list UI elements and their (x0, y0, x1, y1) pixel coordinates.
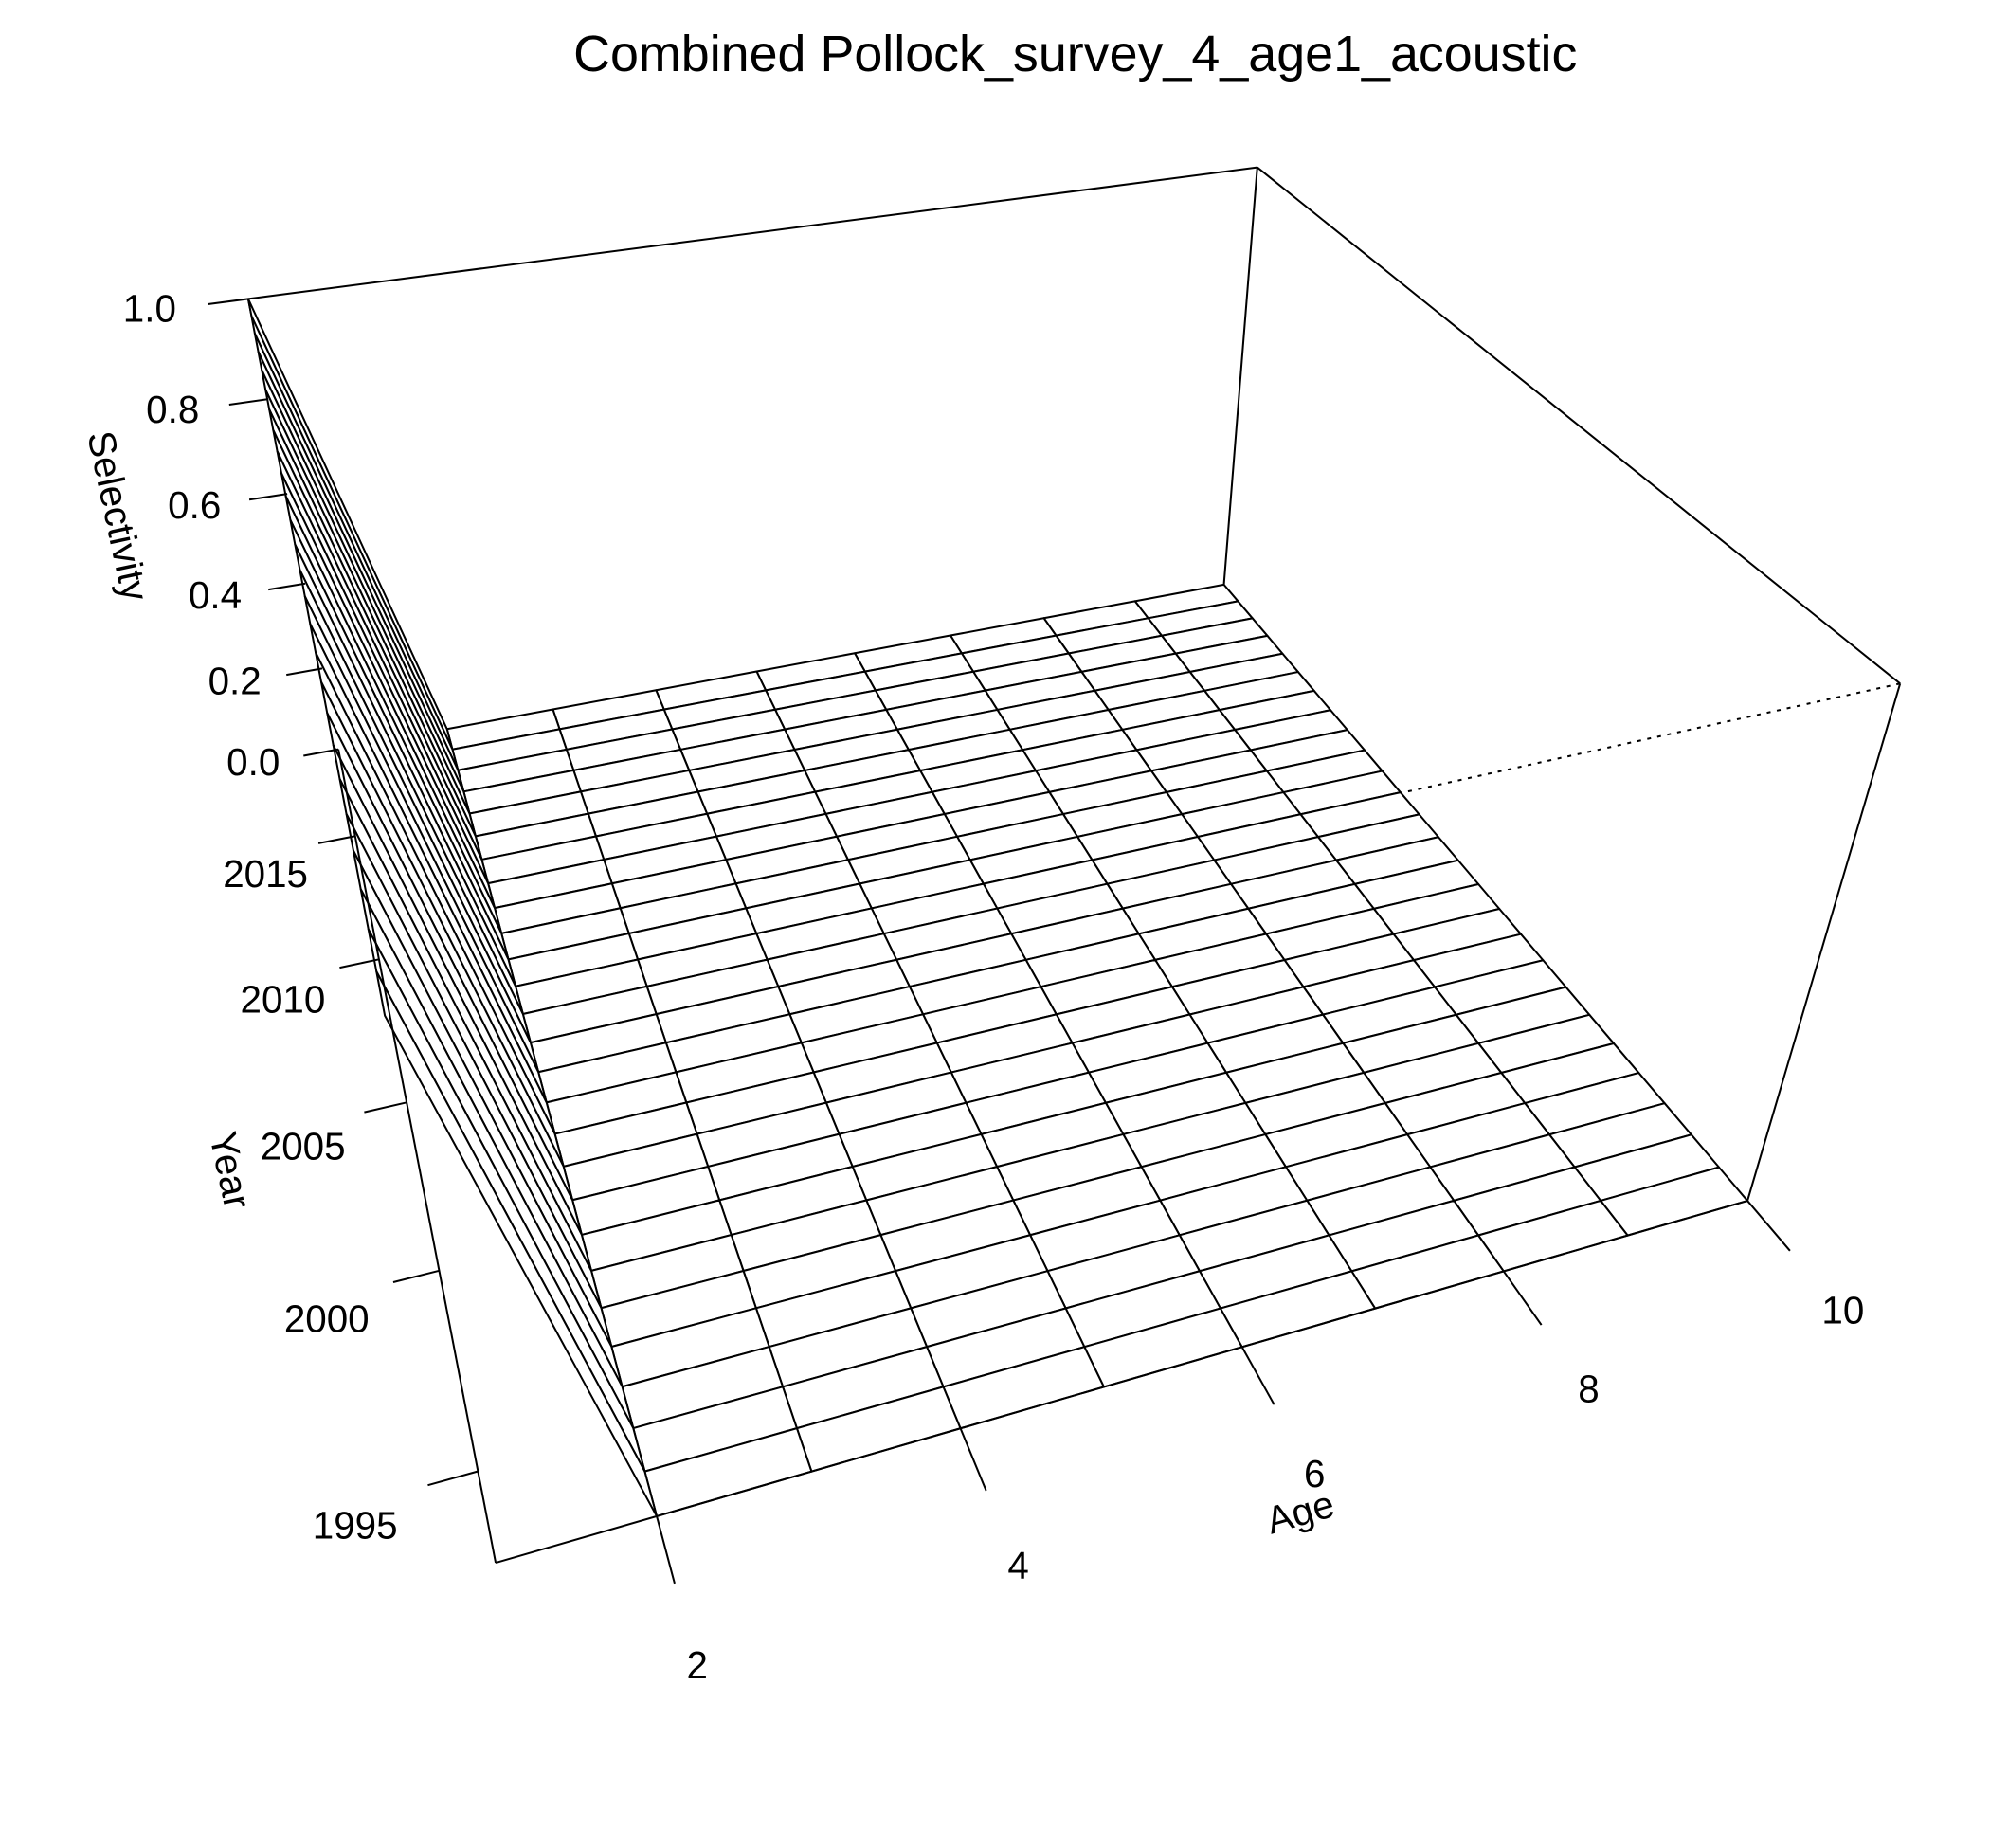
z-tick (228, 398, 269, 407)
z-tick-label: 1.0 (123, 287, 176, 331)
z-tick (248, 493, 288, 501)
y-tick-label: 2000 (284, 1297, 370, 1341)
y-tick (339, 958, 380, 969)
x-tick (1502, 1270, 1543, 1326)
y-tick-label: 2010 (241, 978, 326, 1022)
box-edge (337, 749, 498, 1564)
z-tick-label: 0.8 (146, 388, 199, 431)
z-tick-label: 0.4 (189, 573, 242, 617)
z-tick (208, 298, 249, 305)
box-edge (1222, 167, 1258, 585)
y-tick-label: 1995 (313, 1503, 398, 1547)
y-tick (317, 835, 355, 844)
x-tick (959, 1427, 987, 1492)
z-tick (268, 582, 306, 591)
z-tick (286, 667, 323, 677)
y-tick-label: 2005 (261, 1124, 346, 1168)
z-tick-label: 0.2 (208, 659, 262, 702)
x-tick (1746, 1200, 1791, 1252)
x-tick-label: 6 (1304, 1452, 1325, 1495)
y-tick (392, 1269, 440, 1284)
y-tick-label: 2015 (223, 852, 308, 896)
x-tick (656, 1515, 676, 1585)
y-tick (427, 1470, 479, 1487)
x-axis-title: Age (1261, 1482, 1339, 1543)
x-tick-label: 8 (1578, 1368, 1599, 1411)
x-tick-label: 2 (687, 1643, 708, 1687)
x-tick-label: 10 (1821, 1288, 1864, 1332)
chart-title: Combined Pollock_survey_4_age1_acoustic (573, 26, 1577, 82)
box-edge (1746, 683, 1902, 1202)
z-tick-label: 0.6 (168, 483, 221, 527)
z-tick-label: 0.0 (226, 740, 280, 784)
box-edge (1257, 166, 1901, 685)
surface-facet (375, 970, 659, 1517)
x-tick-label: 4 (1007, 1544, 1028, 1587)
y-axis-title: Year (201, 1128, 260, 1212)
z-axis-title: Selectivity (79, 427, 157, 606)
box-edge (247, 166, 1257, 300)
z-tick (303, 748, 339, 757)
box-edge (495, 1200, 1748, 1565)
y-tick (364, 1101, 407, 1114)
x-tick (1240, 1346, 1275, 1405)
